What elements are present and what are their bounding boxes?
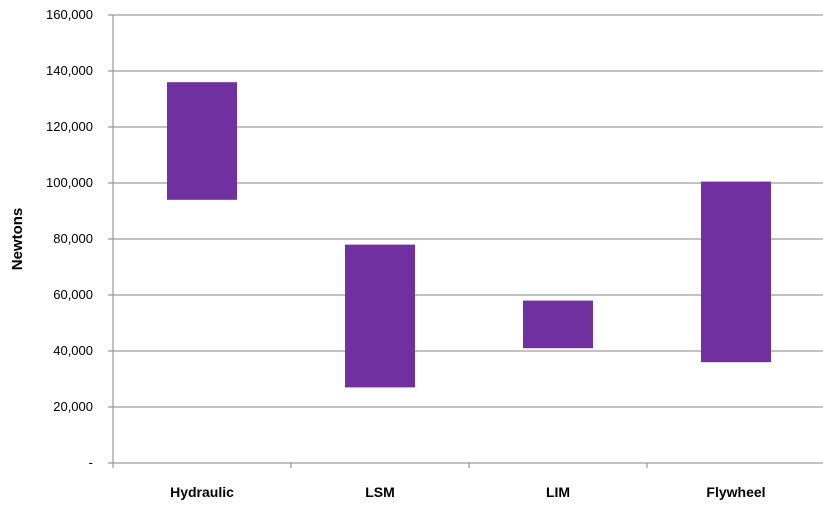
bar-hydraulic <box>167 82 237 200</box>
y-tick-label: - <box>89 455 93 470</box>
y-tick-labels: - 20,000 40,000 60,000 80,000 100,000 120,000 1… <box>46 7 93 470</box>
y-tick-label: 20,000 <box>53 399 93 414</box>
bar-flywheel <box>701 181 771 363</box>
bar-lsm <box>345 244 415 388</box>
bar-lim <box>523 300 593 349</box>
y-tick-label: 160,000 <box>46 7 93 22</box>
y-tick-label: 140,000 <box>46 63 93 78</box>
x-category-label: LSM <box>365 484 395 500</box>
y-tick-label: 80,000 <box>53 231 93 246</box>
x-category-label: Hydraulic <box>170 484 234 500</box>
y-tick-label: 40,000 <box>53 343 93 358</box>
x-ticks <box>112 463 648 468</box>
y-axis-title: Newtons <box>9 208 26 271</box>
y-tick-label: 100,000 <box>46 175 93 190</box>
y-tick-label: 120,000 <box>46 119 93 134</box>
y-tick-label: 60,000 <box>53 287 93 302</box>
bars <box>167 82 771 388</box>
x-category-labels: Hydraulic LSM LIM Flywheel <box>170 484 765 500</box>
x-category-label: Flywheel <box>706 484 765 500</box>
x-category-label: LIM <box>546 484 570 500</box>
